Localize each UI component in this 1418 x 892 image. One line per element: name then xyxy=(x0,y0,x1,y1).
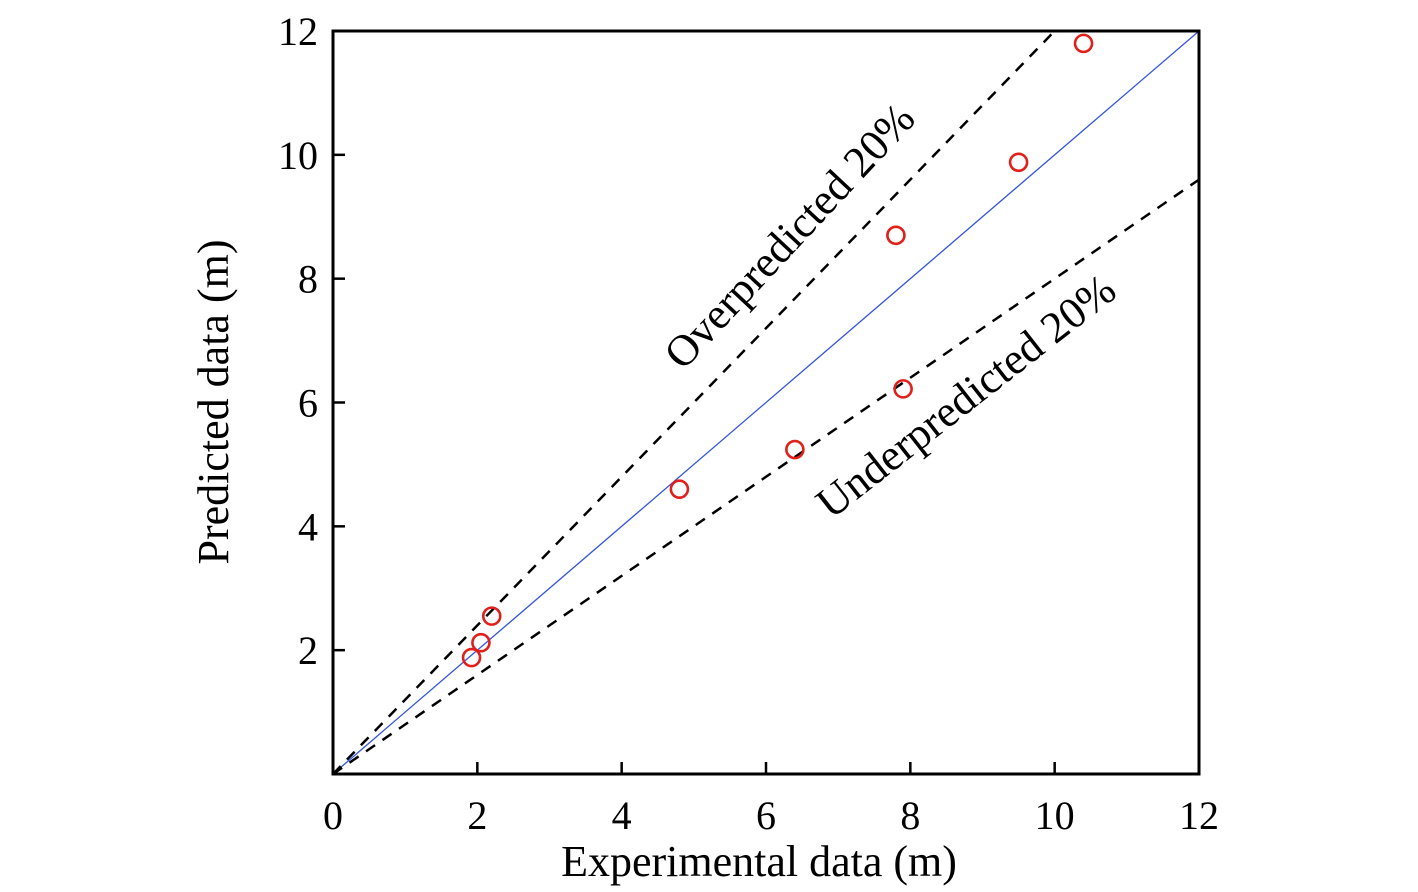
axis-ticks: 0 2 4 6 8 10 12 2 4 6 8 10 12 xyxy=(278,9,1219,838)
data-point xyxy=(481,606,502,626)
data-point xyxy=(785,439,805,460)
y-tick-label: 4 xyxy=(298,504,318,549)
x-tick-label: 0 xyxy=(323,793,343,838)
x-axis-title: Experimental data (m) xyxy=(561,837,957,886)
underpredicted-label: Underpredicted 20% xyxy=(807,265,1125,529)
x-tick-label: 2 xyxy=(467,793,487,838)
x-tick-label: 10 xyxy=(1035,793,1075,838)
y-tick-label: 10 xyxy=(278,133,318,178)
data-point xyxy=(1073,33,1094,54)
y-tick-label: 8 xyxy=(298,257,318,302)
data-point xyxy=(1008,152,1029,173)
x-tick-label: 4 xyxy=(612,793,632,838)
overpredicted-label: Overpredicted 20% xyxy=(654,94,924,379)
y-tick-label: 12 xyxy=(278,9,318,54)
parity-line xyxy=(333,31,1199,774)
data-point xyxy=(471,632,491,653)
x-tick-label: 8 xyxy=(900,793,920,838)
underpredicted-20-line xyxy=(333,178,1199,774)
x-tick-label: 6 xyxy=(756,793,776,838)
data-point xyxy=(461,647,482,668)
plot-area xyxy=(333,31,1199,774)
y-tick-label: 2 xyxy=(298,628,318,673)
overpredicted-20-line xyxy=(333,31,1057,774)
data-point xyxy=(669,479,690,499)
annotations: Overpredicted 20%Underpredicted 20% xyxy=(654,94,1124,528)
data-point xyxy=(886,225,906,246)
y-axis-title: Predicted data (m) xyxy=(189,240,238,565)
data-point xyxy=(893,379,913,399)
y-tick-label: 6 xyxy=(298,381,318,426)
x-tick-label: 12 xyxy=(1179,793,1219,838)
